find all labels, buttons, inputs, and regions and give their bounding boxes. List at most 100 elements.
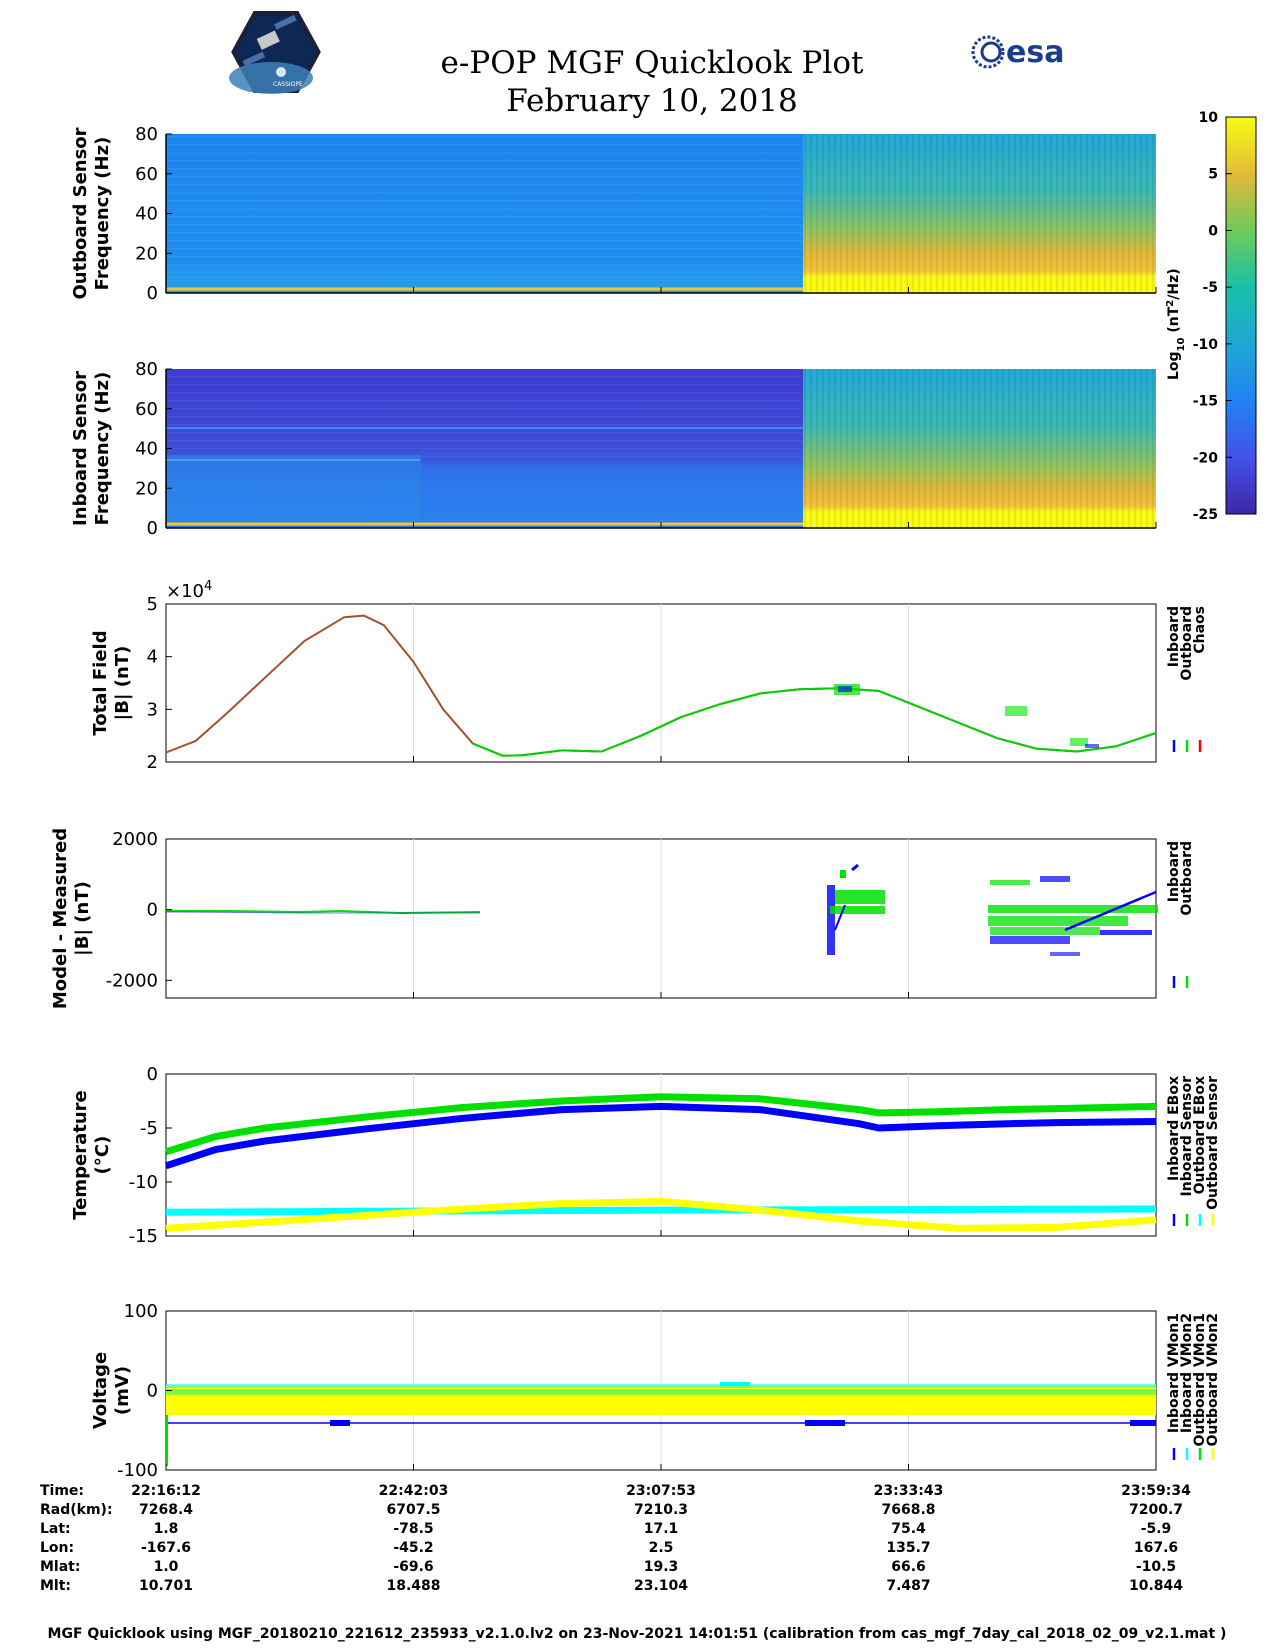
y-axis-label-units: (mV) [112, 1366, 133, 1415]
ephemeris-value: 135.7 [886, 1540, 930, 1556]
ephemeris-value: -167.6 [141, 1540, 191, 1556]
y-tick-label: 3 [147, 699, 158, 720]
y-tick-label: -10 [129, 1172, 158, 1193]
ephemeris-value: 1.0 [154, 1559, 179, 1575]
ephemeris-value: 23:33:43 [874, 1483, 944, 1499]
ephemeris-value: 7268.4 [139, 1502, 193, 1518]
legend-entry: Outboard [1179, 606, 1195, 681]
ephemeris-value: 7.487 [886, 1578, 930, 1594]
ephemeris-value: 7200.7 [1129, 1502, 1183, 1518]
y-tick-label: 80 [135, 359, 158, 380]
ephemeris-value: 7668.8 [881, 1502, 935, 1518]
ephemeris-value: 22:16:12 [131, 1483, 201, 1499]
colorbar-tick-label: 5 [1208, 167, 1218, 183]
y-tick-label: 100 [124, 1301, 158, 1322]
series-line [164, 1093, 1157, 1156]
ephemeris-value: 66.6 [891, 1559, 926, 1575]
series-line [165, 1197, 1157, 1232]
ephemeris-value: 17.1 [644, 1521, 679, 1537]
ephemeris-value: -45.2 [393, 1540, 433, 1556]
colorbar-tick-label: -20 [1193, 450, 1219, 466]
legend-entry: Outboard [1179, 841, 1195, 916]
y-axis-label: Voltage [90, 1352, 111, 1429]
y-tick-label: 40 [135, 204, 158, 225]
ephemeris-row-label: Mlt: [40, 1578, 71, 1594]
colorbar-tick-label: -5 [1202, 280, 1218, 296]
colorbar-tick-label: 10 [1199, 110, 1219, 126]
colorbar-gradient [1225, 116, 1257, 515]
legend-entry: Inboard Sensor [1179, 1076, 1195, 1197]
ephemeris-row-label: Mlat: [40, 1559, 80, 1575]
ephemeris-value: 2.5 [649, 1540, 674, 1556]
inboard-spectrogram-panel: 80 60 40 20 0 Inboard Sensor Frequency (Hz) [70, 359, 1157, 539]
temperature-panel: 0 -5 -10 -15 Temperature (°C) Inboard EBoxInb… [70, 1064, 1221, 1247]
ephemeris-value: -78.5 [393, 1521, 433, 1537]
legend-entry: Inboard [1166, 606, 1182, 667]
y-tick-label: 2 [147, 752, 158, 773]
colorbar-tick-label: 0 [1208, 223, 1218, 239]
model-measured-scatter [165, 863, 1158, 956]
y-tick-label: 0 [147, 1064, 158, 1085]
y-tick-label: 60 [135, 399, 158, 420]
ephemeris-value: 19.3 [644, 1559, 679, 1575]
ephemeris-value: -5.9 [1141, 1521, 1172, 1537]
y-tick-label: -15 [129, 1226, 158, 1247]
y-tick-label: 2000 [112, 829, 158, 850]
legend-entry: Inboard VMon2 [1179, 1313, 1195, 1433]
y-tick-label: 0 [147, 283, 158, 304]
legend-entry: Chaos [1192, 606, 1208, 654]
y-tick-label: -2000 [106, 970, 158, 991]
ephemeris-value: 167.6 [1134, 1540, 1178, 1556]
y-axis-label: Outboard Sensor [70, 127, 91, 299]
y-tick-label: 0 [147, 900, 158, 921]
y-tick-label: -5 [140, 1118, 158, 1139]
legend-entry: Outboard VMon2 [1205, 1313, 1221, 1447]
mission-logo-text: CASSIOPE [273, 81, 303, 88]
ephemeris-value: 7210.3 [634, 1502, 688, 1518]
outboard-vmon2-band [166, 1385, 1156, 1415]
ephemeris-row-label: Lon: [40, 1540, 74, 1556]
voltage-panel: 100 0 -100 Voltage (mV) Inboard VMon1Inboard… [90, 1301, 1221, 1481]
ephemeris-value: 22:42:03 [379, 1483, 449, 1499]
ephemeris-value: 6707.5 [386, 1502, 440, 1518]
y-tick-label: 0 [147, 1381, 158, 1402]
legend-entry: Outboard VMon1 [1192, 1313, 1208, 1447]
y-axis-label: Total Field [90, 630, 111, 735]
y-tick-label: 0 [147, 518, 158, 539]
voltage-traces [166, 1382, 1156, 1466]
outboard-spectrogram-panel: 80 60 40 20 0 Outboard Sensor Frequency (Hz) [70, 124, 1157, 304]
legend-entry: Outboard EBox [1192, 1076, 1208, 1194]
ephemeris-row-label: Rad(km): [40, 1502, 113, 1518]
series-line [165, 1205, 1157, 1216]
plot-date: February 10, 2018 [506, 83, 798, 119]
mission-logo: CASSIOPE [228, 9, 324, 95]
model-measured-panel: 2000 0 -2000 Model - Measured |B| (nT) Inboa… [50, 828, 1195, 1009]
colorbar-tick-label: -25 [1193, 507, 1218, 523]
y-axis-label-units: |B| (nT) [72, 881, 93, 956]
y-tick-label: 4 [147, 647, 158, 668]
y-axis-label: Model - Measured [50, 828, 71, 1009]
outboard-total-field-line [472, 687, 1157, 757]
legend-entry: Inboard EBox [1166, 1076, 1182, 1181]
legend-entry: Outboard Sensor [1205, 1076, 1221, 1210]
footer-note: MGF Quicklook using MGF_20180210_221612_… [48, 1626, 1227, 1642]
ephemeris-value: 10.701 [139, 1578, 193, 1594]
ephemeris-value: 1.8 [154, 1521, 179, 1537]
y-tick-label: -100 [117, 1460, 158, 1481]
ephemeris-value: 23.104 [634, 1578, 688, 1594]
colorbar-label: Log10 (nT2/Hz) [1165, 268, 1187, 380]
header: e-POP MGF Quicklook Plot February 10, 20… [441, 45, 864, 119]
ephemeris-value: 23:59:34 [1121, 1483, 1191, 1499]
y-tick-label: 20 [135, 243, 158, 264]
y-tick-label: 40 [135, 439, 158, 460]
y-tick-label: 80 [135, 124, 158, 145]
y-axis-label-units: Frequency (Hz) [92, 137, 113, 291]
ephemeris-value: 23:07:53 [626, 1483, 696, 1499]
series-line [164, 1102, 1157, 1170]
ephemeris-value: 10.844 [1129, 1578, 1183, 1594]
colorbar: 10 5 0 -5 -10 -15 -20 -25 Log10 (nT2/Hz) [1165, 110, 1257, 523]
total-field-measurement-noise [834, 684, 1099, 748]
y-axis-label: Temperature [70, 1090, 91, 1219]
ephemeris-row-label: Time: [40, 1483, 84, 1499]
